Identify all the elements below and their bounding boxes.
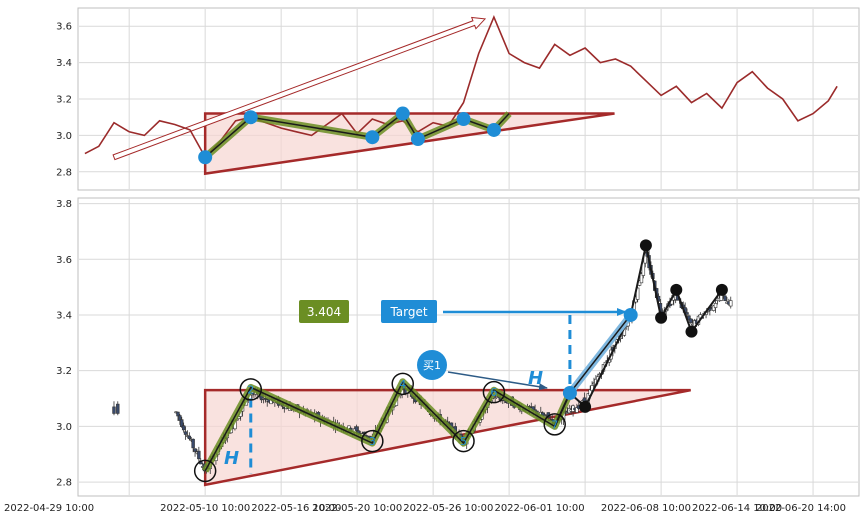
x-tick-label: 2022-06-14 10:00	[692, 503, 782, 514]
top-y-tick: 3.6	[56, 22, 72, 33]
breakout-leg	[569, 314, 632, 394]
buy-marker	[417, 350, 447, 380]
candle-body	[116, 403, 120, 414]
buy-arrow	[447, 371, 548, 391]
buy-label: 买1	[423, 359, 441, 372]
candle-body	[550, 419, 554, 421]
candle-body	[181, 425, 186, 431]
x-tick-label: 2022-04-29 10:00	[4, 503, 94, 514]
top-pivot-marker	[395, 106, 410, 121]
x-tick-label: 2022-05-16 10:00	[251, 503, 341, 514]
top-grid	[79, 9, 858, 189]
candle-body	[639, 273, 644, 284]
pivot-circle	[193, 459, 217, 483]
height-label-left: H	[224, 448, 239, 469]
breakout-pivot	[715, 283, 728, 296]
top-y-tick: 3.0	[56, 131, 72, 142]
breakout-pivot	[639, 239, 652, 252]
candle-body	[191, 438, 195, 449]
candle-body	[180, 419, 184, 427]
candle-body	[112, 406, 116, 414]
top-y-tick: 2.8	[56, 167, 72, 178]
candle-body	[711, 305, 716, 311]
bottom-y-tick: 2.8	[56, 478, 72, 489]
breakout-pivot	[655, 311, 668, 324]
height-label-right: H	[528, 368, 543, 389]
pivot-number: 4	[399, 378, 406, 391]
candle-body	[575, 407, 579, 413]
candle-body	[197, 450, 201, 460]
target-value-box	[299, 300, 349, 323]
pivot-number: 3	[369, 435, 376, 448]
x-tick-label: 2022-05-26 10:00	[403, 503, 493, 514]
top-panel-frame	[77, 7, 860, 191]
top-panel: 2.8 3.0 3.2 3.4 3.6	[56, 7, 860, 191]
pivot-circle	[361, 429, 384, 453]
bottom-x-tick-labels: 2022-04-29 10:00 2022-05-10 10:00 2022-05-…	[4, 503, 846, 514]
bottom-panel-frame	[77, 197, 860, 497]
bottom-y-tick: 3.6	[56, 255, 72, 266]
x-tick-label: 2022-06-20 14:00	[756, 503, 846, 514]
breakout-pivot	[670, 283, 683, 296]
annotations: 3.404 Target 买1 H H	[224, 300, 627, 469]
x-tick-label: 2022-05-10 10:00	[160, 503, 250, 514]
top-pivot-marker	[410, 132, 425, 147]
pivot-number: 7	[551, 418, 558, 431]
height-markers	[249, 314, 572, 474]
pivot-circle	[482, 380, 506, 404]
candle-body	[687, 315, 691, 321]
candle-body	[354, 426, 359, 431]
target-value: 3.404	[307, 305, 341, 319]
bottom-y-tick: 3.0	[56, 422, 72, 433]
target-label: Target	[389, 305, 427, 319]
candle-body	[176, 411, 180, 417]
top-projection-arrow	[112, 16, 487, 161]
bottom-pivot-markers: 2 3 4 5 6 7	[193, 372, 566, 483]
breakout-path	[553, 239, 728, 427]
breakout-pivot	[579, 400, 592, 413]
bottom-triangle	[203, 388, 691, 487]
target-point	[623, 307, 638, 322]
bottom-y-tick-labels: 2.8 3.0 3.2 3.4 3.6 3.8	[56, 199, 72, 489]
pivot-circle	[391, 372, 414, 396]
candle-body	[263, 398, 268, 400]
candle-body	[689, 318, 693, 323]
pivot-number: 6	[490, 386, 497, 399]
top-pivot-marker	[486, 122, 501, 137]
bottom-y-tick: 3.4	[56, 310, 72, 321]
pivot-number: 5	[460, 435, 467, 448]
top-pivot-marker	[243, 110, 258, 125]
x-tick-label: 2022-06-01 10:00	[494, 503, 584, 514]
candle-body	[713, 303, 718, 308]
top-y-tick-labels: 2.8 3.0 3.2 3.4 3.6	[56, 22, 72, 179]
bottom-y-tick: 3.2	[56, 366, 72, 377]
bottom-y-tick: 3.8	[56, 199, 72, 210]
breakout-pivot	[685, 325, 698, 338]
candle-body	[193, 448, 197, 452]
pivot-circle	[452, 429, 475, 453]
candle-body	[729, 300, 733, 307]
pivot-circle	[239, 378, 263, 401]
top-pivot-marker	[198, 150, 213, 165]
top-projection-arrow-shape	[112, 16, 487, 161]
candle-body	[187, 435, 192, 439]
target-label-box	[381, 300, 437, 323]
top-pivot-marker	[365, 130, 380, 145]
candle-body	[178, 415, 182, 421]
candle-body	[723, 295, 727, 301]
candle-body	[183, 431, 188, 435]
top-pivot-markers	[198, 106, 501, 165]
x-tick-label: 2022-05-20 10:00	[312, 503, 402, 514]
pivot-circle	[543, 413, 566, 436]
candle-body	[493, 397, 497, 399]
x-tick-label: 2022-06-08 10:00	[601, 503, 691, 514]
top-y-tick: 3.2	[56, 95, 72, 106]
bottom-panel: 2.8 3.0 3.2 3.4 3.6 3.8 2022-04-29 10:00 2022-…	[4, 197, 860, 514]
top-pivot-marker	[456, 112, 471, 127]
pivot-number: 2	[247, 383, 254, 396]
top-y-tick: 3.4	[56, 58, 72, 69]
bottom-triangle-pattern	[203, 388, 691, 487]
